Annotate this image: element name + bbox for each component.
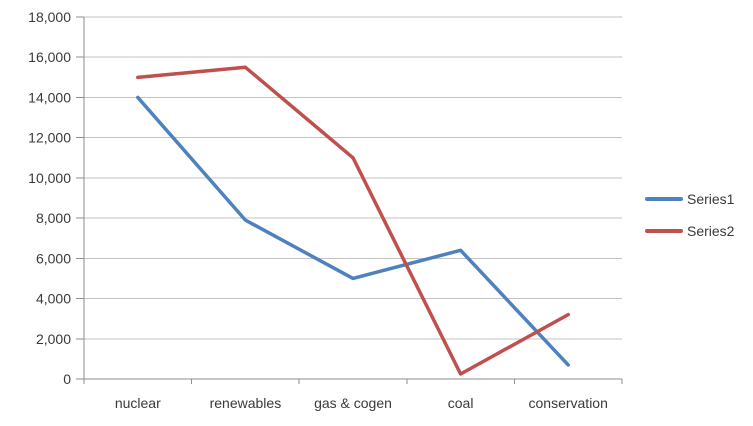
legend-item-series2[interactable]: Series2 (645, 220, 734, 242)
y-axis-tick-label: 18,000 (28, 9, 71, 25)
legend-label: Series2 (687, 223, 735, 239)
y-axis-tick-label: 4,000 (36, 291, 71, 307)
y-axis-tick-label: 8,000 (36, 210, 71, 226)
chart-legend: Series1 Series2 (645, 188, 734, 242)
series1-line-swatch (645, 197, 683, 201)
x-axis-category-label: nuclear (115, 395, 161, 411)
x-axis-category-label: coal (448, 395, 474, 411)
y-axis-tick-label: 0 (63, 371, 71, 387)
legend-label: Series1 (687, 191, 735, 207)
x-axis-category-label: renewables (210, 395, 282, 411)
y-axis-tick-label: 10,000 (28, 170, 71, 186)
y-axis-tick-label: 2,000 (36, 331, 71, 347)
y-axis-tick-label: 16,000 (28, 49, 71, 65)
x-axis-category-label: conservation (529, 395, 608, 411)
y-axis-tick-label: 14,000 (28, 89, 71, 105)
y-axis-tick-label: 12,000 (28, 130, 71, 146)
series1-line[interactable] (136, 95, 570, 367)
series2-line-swatch (645, 229, 683, 233)
x-axis-category-label: gas & cogen (314, 395, 392, 411)
legend-item-series1[interactable]: Series1 (645, 188, 734, 210)
y-axis-tick-label: 6,000 (36, 250, 71, 266)
series2-line[interactable] (136, 65, 570, 376)
